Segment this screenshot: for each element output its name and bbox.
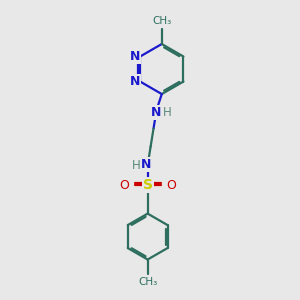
- Text: N: N: [130, 50, 140, 63]
- Text: O: O: [119, 178, 129, 191]
- Text: CH₃: CH₃: [138, 277, 157, 287]
- Text: N: N: [130, 75, 140, 88]
- Text: CH₃: CH₃: [152, 16, 171, 26]
- Text: N: N: [151, 106, 161, 119]
- Text: S: S: [142, 178, 153, 192]
- Text: O: O: [166, 178, 176, 191]
- Text: N: N: [141, 158, 152, 171]
- Text: H: H: [132, 158, 141, 172]
- Text: H: H: [162, 106, 171, 119]
